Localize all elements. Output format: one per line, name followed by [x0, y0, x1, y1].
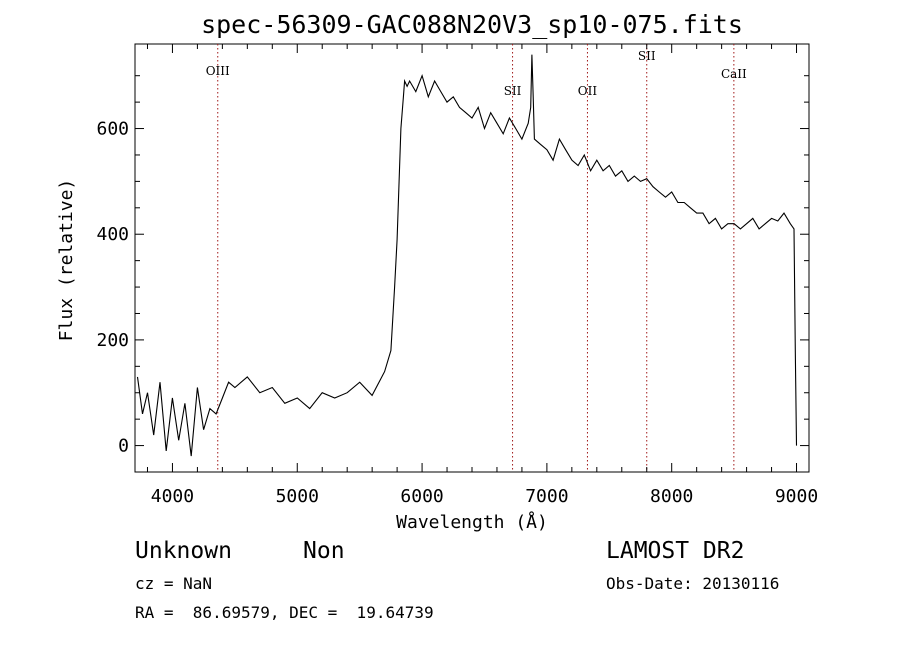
line-marker-label: OIII	[206, 64, 230, 78]
x-tick-label: 6000	[400, 486, 443, 507]
survey-label: LAMOST DR2	[606, 538, 745, 564]
x-tick-label: 4000	[151, 486, 194, 507]
y-tick-label: 400	[96, 224, 129, 245]
chart-title: spec-56309-GAC088N20V3_sp10-075.fits	[201, 10, 743, 39]
coordinates-text: RA = 86.69579, DEC = 19.64739	[135, 603, 434, 622]
y-axis: 0 200 400 600	[96, 75, 809, 457]
x-tick-label: 5000	[276, 486, 319, 507]
line-marker-label: OII	[578, 84, 598, 98]
x-axis: 4000 5000 6000 7000 8000 9000	[146, 44, 818, 507]
line-marker-label: SII	[504, 84, 522, 98]
plot-frame	[134, 43, 810, 473]
emission-lines: OIII SII OII SII CaII	[206, 44, 747, 472]
spectrum-series	[136, 54, 798, 457]
y-tick-label: 600	[96, 119, 129, 140]
spectrum-line	[136, 54, 798, 457]
class-label: Unknown	[135, 538, 232, 564]
y-axis-label: Flux (relative)	[56, 179, 77, 342]
subclass-label: Non	[303, 538, 345, 564]
obs-date-text: Obs-Date: 20130116	[606, 574, 780, 593]
line-marker-label: CaII	[721, 67, 747, 81]
line-marker-label: SII	[638, 49, 656, 63]
x-axis-label: Wavelength (Å)	[396, 511, 548, 533]
cz-text: cz = NaN	[135, 574, 213, 593]
y-tick-label: 0	[118, 436, 129, 457]
x-tick-label: 8000	[650, 486, 693, 507]
y-tick-label: 200	[96, 330, 129, 351]
x-tick-label: 7000	[525, 486, 568, 507]
x-tick-label: 9000	[775, 486, 818, 507]
